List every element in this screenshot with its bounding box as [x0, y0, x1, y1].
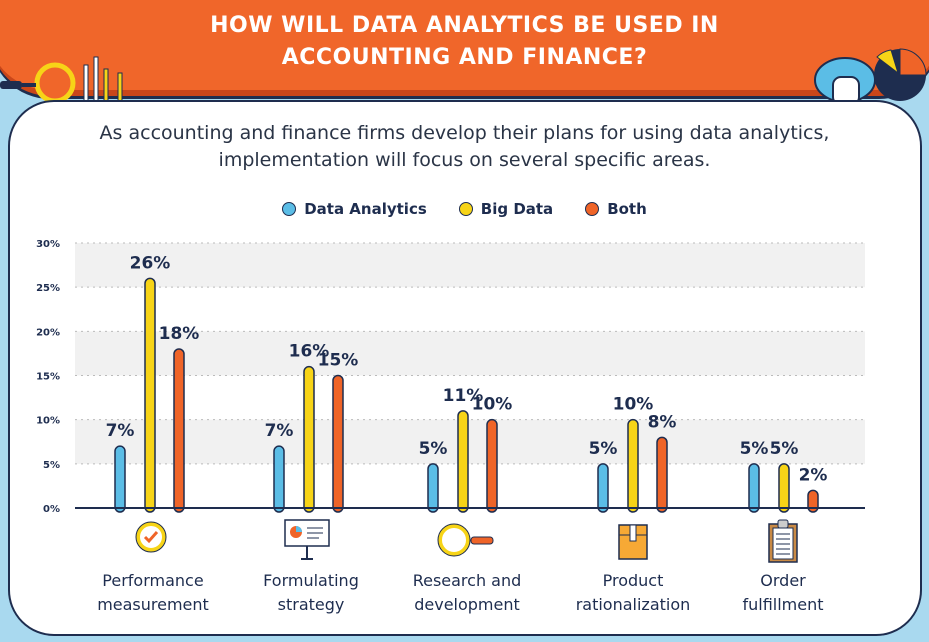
legend-label: Data Analytics	[304, 200, 427, 218]
grid-band	[75, 331, 865, 376]
bar-big-data	[144, 277, 156, 513]
title-line-2: ACCOUNTING AND FINANCE?	[281, 45, 648, 70]
y-tick-label: 5%	[43, 460, 60, 471]
category-line: Research and	[412, 571, 522, 590]
bar-data-analytics	[748, 463, 760, 513]
category-line: Performance	[102, 571, 204, 590]
data-label: 10%	[613, 395, 654, 415]
subtitle-line-2: implementation will focus on several spe…	[218, 149, 711, 171]
bar-data-analytics	[427, 463, 439, 513]
bar-big-data	[303, 365, 315, 513]
page-title: HOW WILL DATA ANALYTICS BE USED IN ACCOU…	[0, 10, 929, 74]
chart-legend: Data Analytics Big Data Both	[0, 200, 929, 218]
data-label: 18%	[159, 324, 200, 344]
bar-both	[656, 436, 668, 513]
data-label: 2%	[799, 465, 828, 485]
bar-both	[486, 418, 498, 513]
check-badge-icon	[135, 521, 167, 553]
bar-data-analytics	[597, 463, 609, 513]
y-tick-label: 0%	[43, 504, 60, 515]
y-tick-label: 15%	[36, 372, 60, 383]
category-label-product: Product rationalization	[558, 569, 708, 617]
magnifier-icon	[437, 523, 494, 557]
legend-data-analytics: Data Analytics	[282, 200, 427, 218]
category-line: Product	[602, 571, 664, 590]
category-line: strategy	[277, 595, 345, 614]
data-label: 7%	[265, 421, 294, 441]
data-label: 26%	[130, 253, 171, 273]
category-line: development	[414, 595, 520, 614]
clipboard-icon	[768, 519, 798, 563]
bar-both	[332, 374, 344, 513]
legend-label: Both	[607, 200, 647, 218]
cloud-database-pie-decoration-icon	[814, 48, 927, 105]
grid-band	[75, 243, 865, 288]
y-tick-label: 30%	[36, 239, 60, 250]
data-label: 5%	[740, 439, 769, 459]
data-label: 10%	[472, 395, 513, 415]
data-label: 7%	[106, 421, 135, 441]
category-line: Order	[760, 571, 806, 590]
category-line: fulfillment	[742, 595, 824, 614]
legend-dot-yellow	[458, 202, 473, 216]
category-label-order: Order fulfillment	[708, 569, 858, 617]
data-label: 11%	[443, 386, 484, 406]
y-tick-label: 20%	[36, 327, 60, 338]
header-banner	[0, 0, 929, 96]
category-line: measurement	[97, 595, 209, 614]
category-label-strategy: Formulating strategy	[236, 569, 386, 617]
legend-big-data: Big Data	[458, 200, 554, 218]
legend-dot-orange	[585, 202, 600, 216]
bar-data-analytics	[114, 445, 126, 513]
legend-label: Big Data	[480, 200, 554, 218]
bar-big-data	[457, 410, 469, 513]
data-label: 8%	[648, 412, 677, 432]
data-label: 5%	[589, 439, 618, 459]
bar-both	[173, 348, 185, 513]
data-label: 5%	[419, 439, 448, 459]
subtitle-line-1: As accounting and finance firms develop …	[99, 122, 830, 144]
category-label-performance: Performance measurement	[78, 569, 228, 617]
legend-both: Both	[585, 200, 647, 218]
grid-band	[75, 419, 865, 464]
y-tick-label: 25%	[36, 283, 60, 294]
data-label: 16%	[289, 342, 330, 362]
bar-big-data	[627, 418, 639, 513]
data-label: 5%	[770, 439, 799, 459]
data-label: 15%	[318, 351, 359, 371]
presentation-board-icon	[284, 519, 330, 560]
category-line: rationalization	[575, 595, 691, 614]
y-tick-label: 10%	[36, 416, 60, 427]
bar-both	[807, 489, 819, 513]
category-label-research: Research and development	[392, 569, 542, 617]
bar-big-data	[778, 463, 790, 513]
title-line-1: HOW WILL DATA ANALYTICS BE USED IN	[210, 13, 719, 38]
bar-data-analytics	[273, 445, 285, 513]
legend-dot-blue	[282, 202, 297, 216]
box-icon	[618, 524, 648, 560]
subtitle: As accounting and finance firms develop …	[0, 120, 929, 174]
category-line: Formulating	[263, 571, 359, 590]
